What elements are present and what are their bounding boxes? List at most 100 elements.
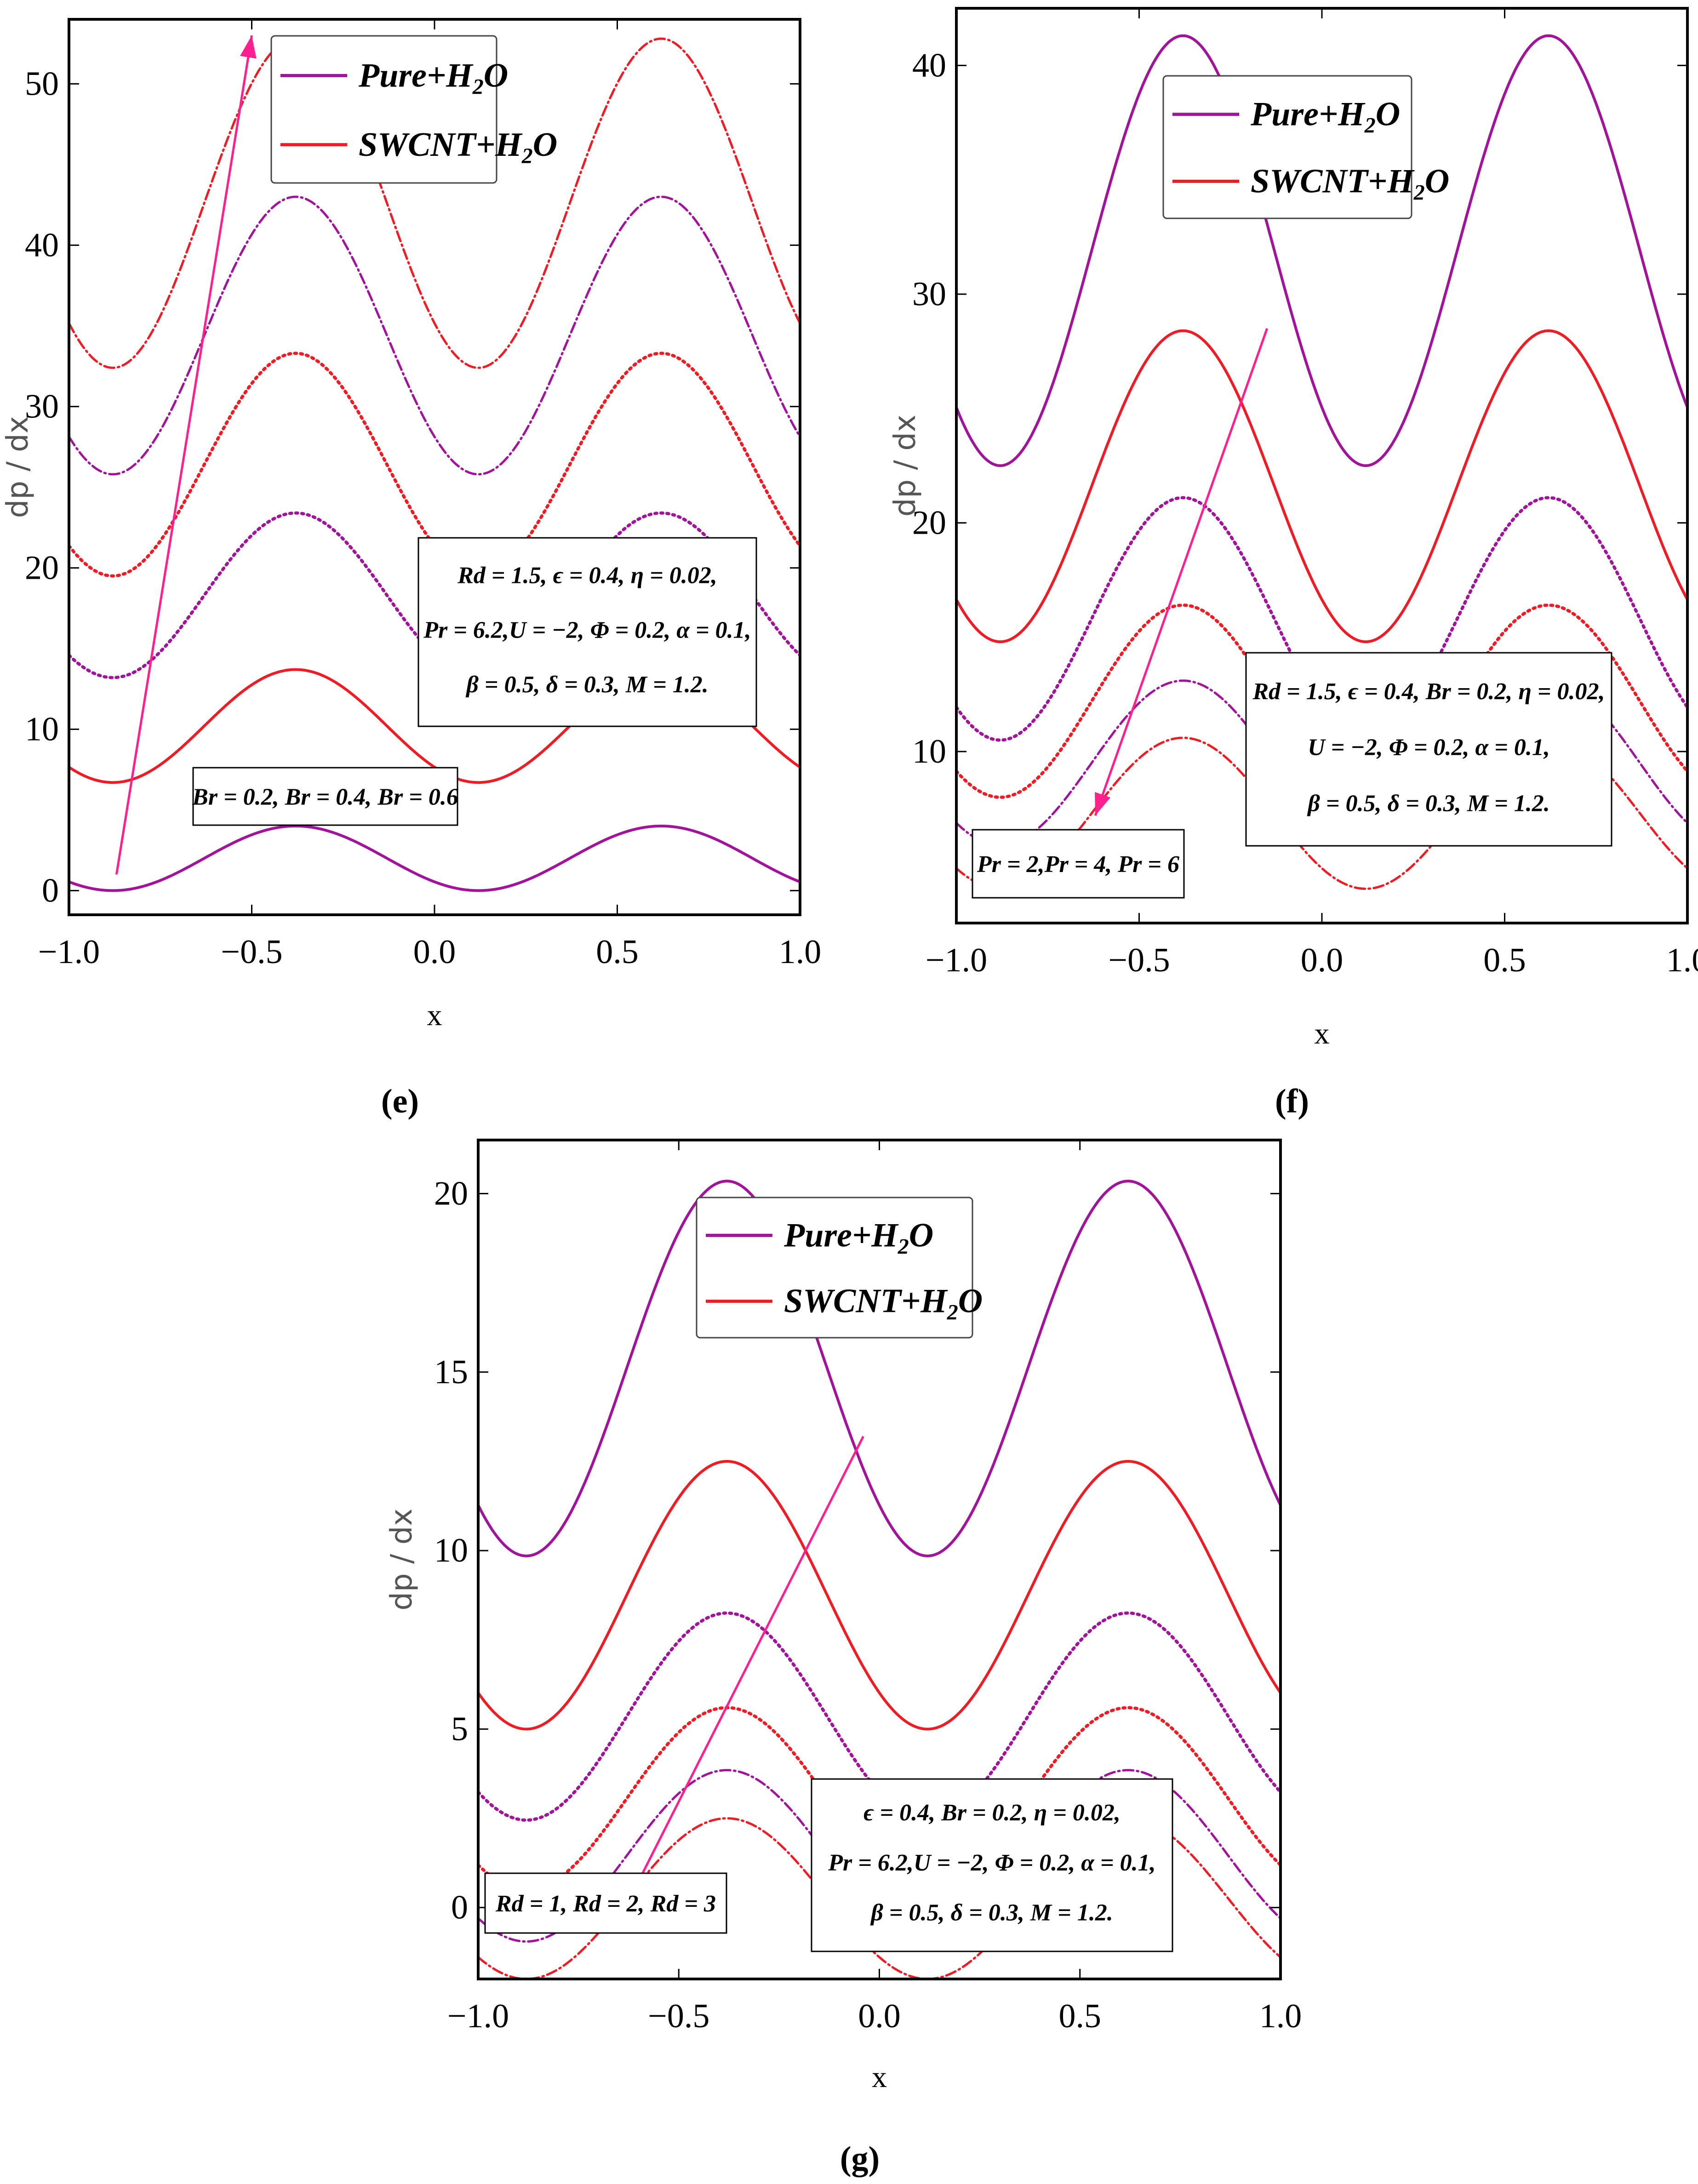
x-axis-label: x [1315,1017,1330,1050]
parameter-line-3: β = 0.5, δ = 0.3, M = 1.2. [870,1900,1113,1926]
y-tick-label: 20 [25,549,59,587]
varying-box-frame [484,1872,727,1934]
parameter-box: ϵ = 0.4, Br = 0.2, η = 0.02, Pr = 6.2,U =… [811,1778,1173,1952]
varying-parameter-box: Pr = 2,Pr = 4, Pr = 6 [972,829,1185,899]
legend-tail: O [533,126,557,164]
x-axis-label: x [427,998,442,1032]
legend-entry-2: SWCNT+H2O [1251,162,1449,205]
series-line-1 [70,825,799,892]
y-tick-label: 10 [912,733,946,770]
x-tick-label: 0.5 [1483,941,1526,979]
legend-tail: O [1425,162,1449,200]
legend-sub: 2 [472,74,484,99]
y-tick-label: 50 [25,65,59,103]
series-line-6 [70,37,799,369]
trend-arrow-head [1095,792,1111,816]
x-tick-label: −0.5 [648,1997,709,2035]
varying-parameter-label: Rd = 1, Rd = 2, Rd = 3 [495,1891,716,1917]
x-tick-label: −1.0 [38,933,100,971]
varying-parameter-box: Rd = 1, Rd = 2, Rd = 3 [484,1872,727,1934]
y-tick-label: 30 [25,388,59,425]
legend-sub: 2 [1413,180,1425,205]
trend-arrow-line [629,1436,864,1898]
y-axis-label: dp / dx [888,415,922,517]
parameter-box: Rd = 1.5, ϵ = 0.4, η = 0.02, Pr = 6.2,U =… [417,537,757,727]
x-tick-label: 0.5 [596,933,639,971]
parameter-line-1: Rd = 1.5, ϵ = 0.4, Br = 0.2, η = 0.02, [1252,679,1605,705]
varying-parameter-box: Br = 0.2, Br = 0.4, Br = 0.6 [192,767,458,826]
parameter-line-2: U = −2, Φ = 0.2, α = 0.1, [1308,735,1550,761]
parameter-box-frame [1245,652,1612,847]
trend-arrow-head [240,35,257,59]
panel-label-e: (e) [381,1083,419,1120]
x-tick-label: 0.0 [858,1997,901,2035]
x-axis-label: x [872,2060,887,2094]
legend-entry-1: Pure+H2O [358,57,508,99]
y-axis-label: dp / dx [1,416,35,518]
y-tick-label: 15 [434,1353,468,1391]
legend-text: Pure+H [358,57,474,94]
x-tick-label: −0.5 [1108,941,1170,979]
x-tick-label: 0.5 [1059,1997,1102,2035]
panel-label-g: (g) [840,2140,880,2178]
legend-text: SWCNT+H [784,1283,948,1320]
varying-box-frame [972,829,1185,899]
y-tick-label: 0 [42,872,59,909]
parameter-box-frame [811,1778,1173,1952]
legend-entry-1: Pure+H2O [783,1216,933,1259]
legend-tail: O [909,1216,933,1254]
series-line-2 [958,329,1686,644]
legend-text: SWCNT+H [1251,162,1415,200]
parameter-line-3: β = 0.5, δ = 0.3, M = 1.2. [465,672,708,698]
parameter-line-1: Rd = 1.5, ϵ = 0.4, η = 0.02, [457,562,717,588]
y-tick-label: 30 [912,275,946,313]
panel-label-f: (f) [1275,1083,1309,1120]
legend-sub: 2 [898,1234,909,1259]
y-tick-label: 20 [434,1175,468,1212]
legend-text: Pure+H [783,1216,899,1254]
y-tick-label: 5 [451,1710,468,1748]
legend-text: SWCNT+H [359,126,523,164]
x-tick-label: 0.0 [413,933,456,971]
legend-sub: 2 [1364,114,1376,138]
parameter-line-2: Pr = 6.2,U = −2, Φ = 0.2, α = 0.1, [423,617,751,643]
series-line-1 [480,1180,1279,1557]
y-axis-label: dp / dx [385,1509,419,1611]
y-tick-label: 10 [25,710,59,748]
trend-arrow-line [1094,328,1269,816]
trend-arrow-line [115,35,253,875]
y-tick-label: 0 [451,1889,468,1927]
legend-tail: O [958,1283,983,1320]
legend-tail: O [484,57,508,94]
chart-f: −1.0−0.50.00.51.010203040xdp / dxPure+H2… [888,7,1698,1120]
parameter-line-2: Pr = 6.2,U = −2, Φ = 0.2, α = 0.1, [828,1850,1155,1876]
x-tick-label: 1.0 [1666,941,1698,979]
y-tick-label: 40 [912,46,946,84]
legend-entry-2: SWCNT+H2O [359,126,557,168]
series-line-1 [958,34,1686,468]
x-tick-label: 1.0 [1259,1997,1302,2035]
legend-text: Pure+H [1250,96,1366,133]
x-tick-label: −1.0 [926,941,987,979]
y-tick-label: 40 [25,226,59,264]
x-tick-label: 0.0 [1301,941,1344,979]
legend-sub: 2 [947,1300,958,1325]
series-line-5 [70,195,799,476]
parameter-box: Rd = 1.5, ϵ = 0.4, Br = 0.2, η = 0.02, U … [1245,652,1612,847]
parameter-line-3: β = 0.5, δ = 0.3, M = 1.2. [1307,790,1549,816]
parameter-box-frame [417,537,757,727]
y-tick-label: 20 [912,504,946,542]
y-tick-label: 10 [434,1532,468,1569]
legend-sub: 2 [521,144,533,168]
parameter-line-1: ϵ = 0.4, Br = 0.2, η = 0.02, [863,1800,1121,1826]
x-tick-label: 1.0 [779,933,822,971]
legend-entry-2: SWCNT+H2O [784,1283,983,1325]
series-line-2 [480,1460,1279,1731]
chart-e: −1.0 −0.5 0.0 0.5 1.0 0 10 20 30 40 50 x dp / dx Pure… [1,18,822,1120]
